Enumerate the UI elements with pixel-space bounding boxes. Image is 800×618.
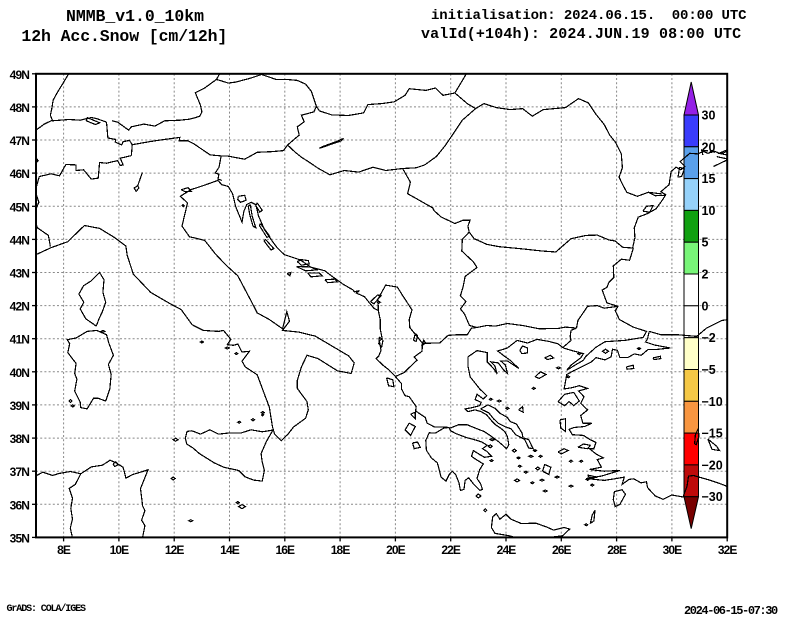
- svg-text:22E: 22E: [441, 543, 461, 557]
- svg-text:44N: 44N: [10, 233, 30, 247]
- svg-text:10E: 10E: [110, 543, 130, 557]
- svg-text:40N: 40N: [10, 366, 30, 380]
- svg-text:−2: −2: [702, 331, 716, 345]
- svg-text:35N: 35N: [10, 531, 30, 545]
- svg-text:26E: 26E: [552, 543, 572, 557]
- svg-text:36N: 36N: [10, 498, 30, 512]
- svg-text:30E: 30E: [663, 543, 683, 557]
- svg-text:20: 20: [702, 140, 716, 154]
- svg-text:−5: −5: [702, 363, 716, 377]
- svg-text:20E: 20E: [386, 543, 406, 557]
- svg-text:14E: 14E: [220, 543, 240, 557]
- svg-text:24E: 24E: [497, 543, 517, 557]
- svg-text:43N: 43N: [10, 267, 30, 281]
- svg-text:0: 0: [702, 299, 709, 313]
- svg-text:5: 5: [702, 236, 709, 250]
- svg-text:−15: −15: [702, 427, 723, 441]
- svg-text:47N: 47N: [10, 134, 30, 148]
- svg-text:32E: 32E: [718, 543, 738, 557]
- svg-text:46N: 46N: [10, 167, 30, 181]
- svg-text:−10: −10: [702, 395, 723, 409]
- svg-text:42N: 42N: [10, 300, 30, 314]
- svg-text:−30: −30: [702, 490, 723, 504]
- svg-text:2: 2: [702, 268, 709, 282]
- svg-text:16E: 16E: [275, 543, 295, 557]
- svg-text:30: 30: [702, 109, 716, 123]
- svg-text:8E: 8E: [57, 543, 71, 557]
- svg-text:41N: 41N: [10, 333, 30, 347]
- svg-text:15: 15: [702, 172, 716, 186]
- svg-text:−20: −20: [702, 458, 723, 472]
- svg-text:10: 10: [702, 204, 716, 218]
- svg-text:45N: 45N: [10, 200, 30, 214]
- svg-text:28E: 28E: [607, 543, 627, 557]
- svg-text:48N: 48N: [10, 101, 30, 115]
- svg-text:18E: 18E: [331, 543, 351, 557]
- svg-text:37N: 37N: [10, 465, 30, 479]
- svg-text:39N: 39N: [10, 399, 30, 413]
- svg-text:38N: 38N: [10, 432, 30, 446]
- svg-text:12E: 12E: [165, 543, 185, 557]
- svg-text:49N: 49N: [10, 68, 30, 82]
